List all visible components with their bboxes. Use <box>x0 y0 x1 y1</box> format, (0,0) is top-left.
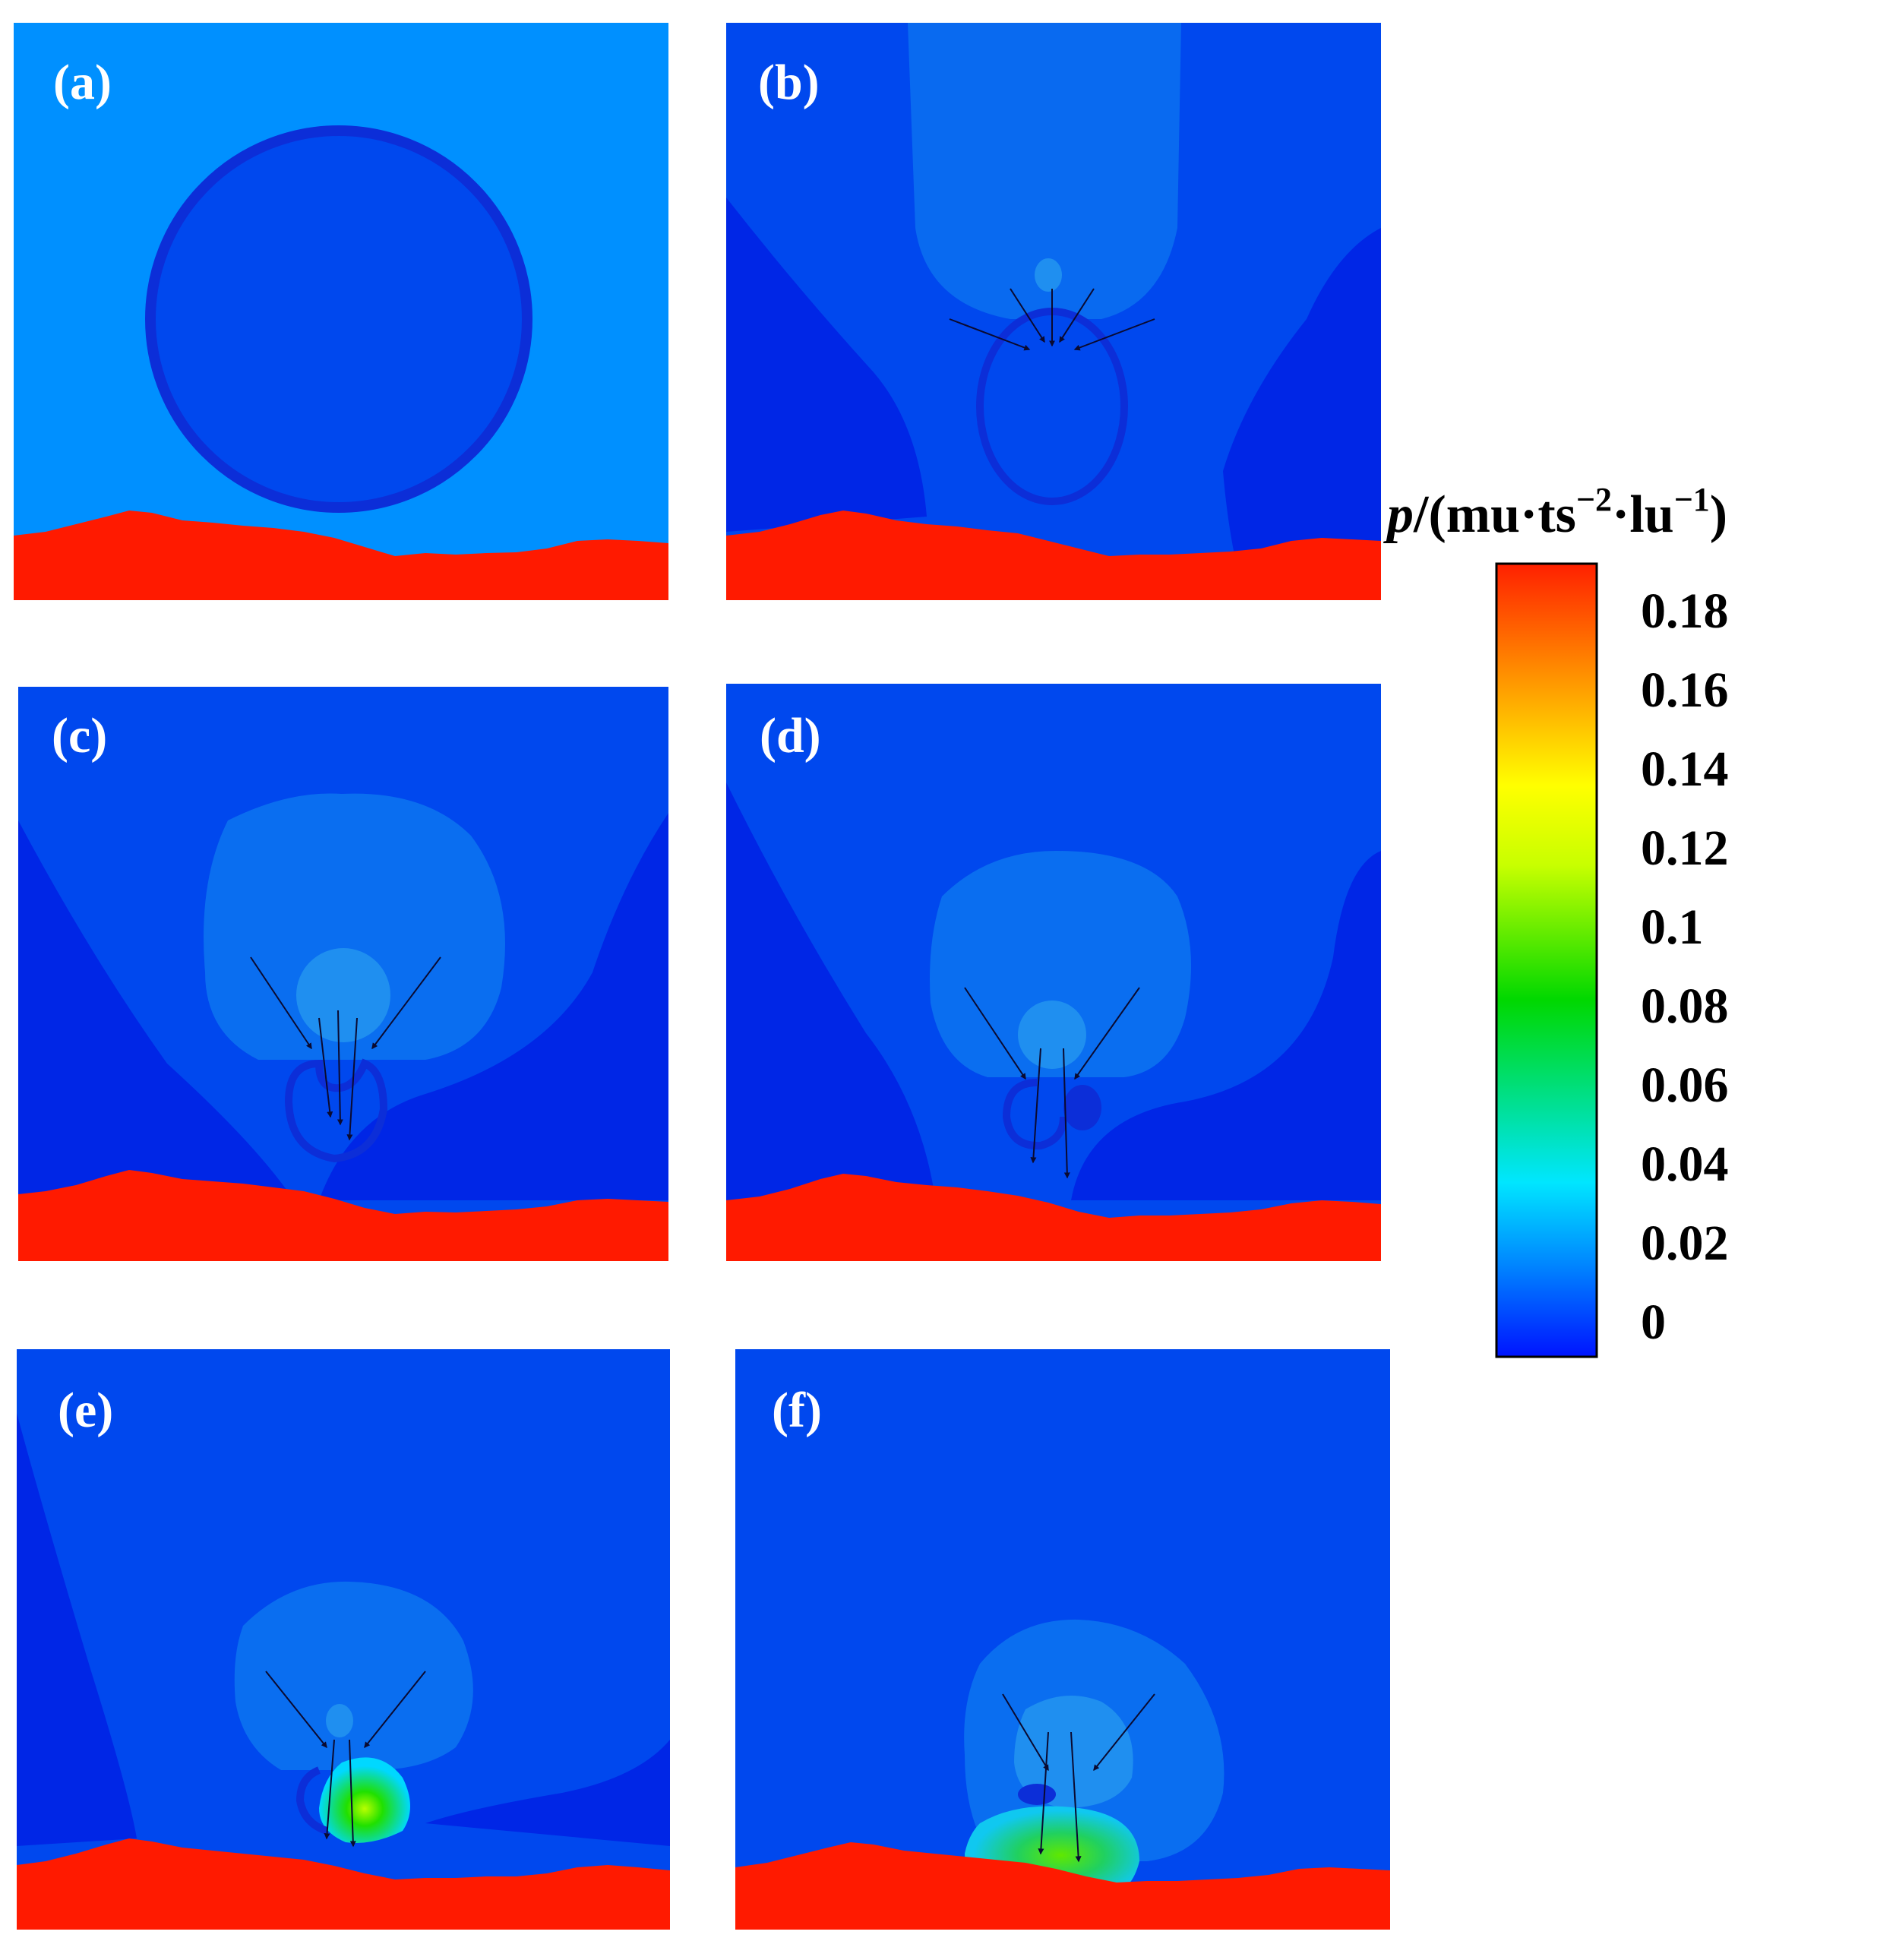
colorbar-tick: 0 <box>1641 1295 1666 1350</box>
panel-d-deep-right <box>1071 851 1381 1200</box>
colorbar-tick: 0.04 <box>1641 1136 1729 1192</box>
colorbar-tick: 0.1 <box>1641 899 1704 955</box>
colorbar-title: p/(mu·ts−2·lu−1) <box>1383 481 1727 544</box>
panel-d-label: (d) <box>760 708 821 763</box>
panel-b-plume <box>908 23 1181 319</box>
panel-a-bubble <box>145 125 532 513</box>
panel-c-label: (c) <box>52 708 107 763</box>
panel-f-rough-wall <box>735 1842 1390 1930</box>
panel-e-velocity-vectors <box>265 1671 426 1848</box>
panel-c: (c) <box>18 687 668 1261</box>
panel-e-bubble <box>295 1766 328 1835</box>
panel-e-plume <box>234 1581 473 1770</box>
panel-e-hot-zone <box>319 1757 410 1843</box>
colorbar-tick: 0.18 <box>1641 583 1729 639</box>
colorbar-gradient <box>1495 562 1598 1358</box>
panel-c-deep-left <box>18 820 289 1200</box>
panel-d-rough-wall <box>726 1174 1381 1261</box>
panel-c-velocity-vectors <box>250 956 441 1141</box>
panel-f-inner-zone <box>1014 1696 1133 1808</box>
colorbar-tick: 0.06 <box>1641 1057 1729 1113</box>
panel-f-label: (f) <box>772 1383 822 1438</box>
panel-e-label: (e) <box>58 1383 113 1438</box>
colorbar-title-unit: /(mu·ts <box>1413 485 1576 544</box>
colorbar-title-exp1: −2 <box>1576 481 1612 518</box>
colorbar-tick: 0.02 <box>1641 1216 1729 1271</box>
panel-e-deep-left <box>17 1413 137 1846</box>
colorbar-title-mid: ·lu <box>1612 485 1674 544</box>
panel-d-dark-lobe <box>1063 1085 1101 1130</box>
panel-e-deep-right <box>425 1740 670 1846</box>
colorbar-title-variable: p <box>1383 485 1414 544</box>
panel-d-velocity-vectors <box>964 987 1140 1179</box>
colorbar-tick-labels: 0.18 0.16 0.14 0.12 0.1 0.08 0.06 0.04 0… <box>1641 583 1729 1350</box>
panel-c-rough-wall <box>18 1170 668 1261</box>
panel-a-rough-wall <box>14 511 668 600</box>
colorbar-tick: 0.08 <box>1641 978 1729 1034</box>
colorbar-title-close: ) <box>1710 485 1727 544</box>
panel-d-bubble <box>1002 1079 1067 1150</box>
panel-b-deep-right <box>1223 228 1381 555</box>
panel-d: (d) <box>726 684 1381 1261</box>
panel-b-velocity-vectors <box>949 288 1155 351</box>
panel-c-bubble <box>284 1058 388 1163</box>
panel-f-velocity-vectors <box>1002 1693 1155 1863</box>
panel-f-dark-core <box>1018 1784 1056 1805</box>
panel-e: (e) <box>17 1349 670 1930</box>
panel-c-inner-spot <box>296 948 390 1042</box>
panel-d-deep-left <box>726 782 934 1200</box>
panel-c-deep-right <box>319 813 668 1200</box>
panel-a: (a) <box>14 23 668 600</box>
panel-b-rough-wall <box>726 511 1381 600</box>
panel-a-label: (a) <box>53 55 112 110</box>
panel-c-plume <box>204 793 505 1060</box>
panel-d-plume <box>930 851 1191 1077</box>
panel-b-deep-left <box>726 198 927 532</box>
colorbar: p/(mu·ts−2·lu−1) 0.18 0.16 0.14 0.12 0.1… <box>1383 481 1729 1358</box>
panel-e-top-spot <box>326 1704 353 1737</box>
panel-b: (b) <box>726 23 1381 600</box>
colorbar-tick: 0.14 <box>1641 741 1729 797</box>
colorbar-title-exp2: −1 <box>1674 481 1710 518</box>
colorbar-tick: 0.16 <box>1641 662 1729 718</box>
panel-d-inner-spot <box>1018 1001 1086 1069</box>
panel-b-spot <box>1035 258 1062 292</box>
colorbar-tick: 0.12 <box>1641 820 1729 876</box>
panel-e-rough-wall <box>17 1838 670 1930</box>
panel-b-label: (b) <box>758 55 820 110</box>
panel-f: (f) <box>735 1349 1390 1930</box>
